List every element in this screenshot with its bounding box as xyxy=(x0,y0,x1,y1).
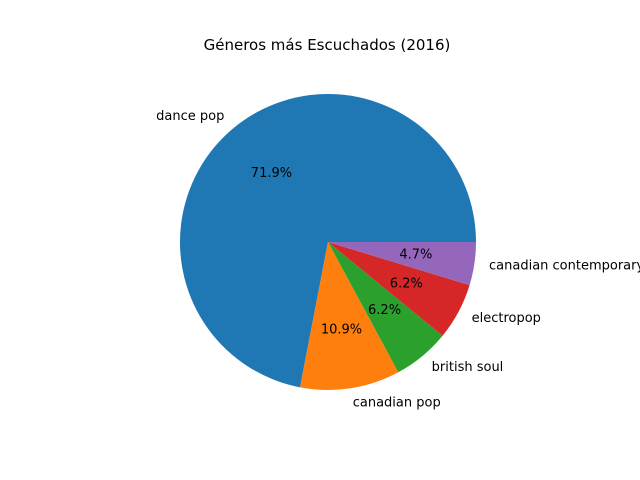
slice-label: british soul xyxy=(432,360,504,375)
pie-wedges xyxy=(180,94,476,390)
slice-percent-label: 6.2% xyxy=(390,276,423,291)
slice-percent-label: 4.7% xyxy=(399,248,432,263)
slice-label: canadian contemporary r&b xyxy=(489,258,640,273)
slice-percent-label: 10.9% xyxy=(321,322,362,337)
slice-percent-label: 71.9% xyxy=(251,166,292,181)
slice-label: electropop xyxy=(472,311,541,326)
slice-label: dance pop xyxy=(156,109,224,124)
chart-title: Géneros más Escuchados (2016) xyxy=(204,36,451,54)
slice-percent-label: 6.2% xyxy=(368,303,401,318)
slice-label: canadian pop xyxy=(353,395,441,410)
